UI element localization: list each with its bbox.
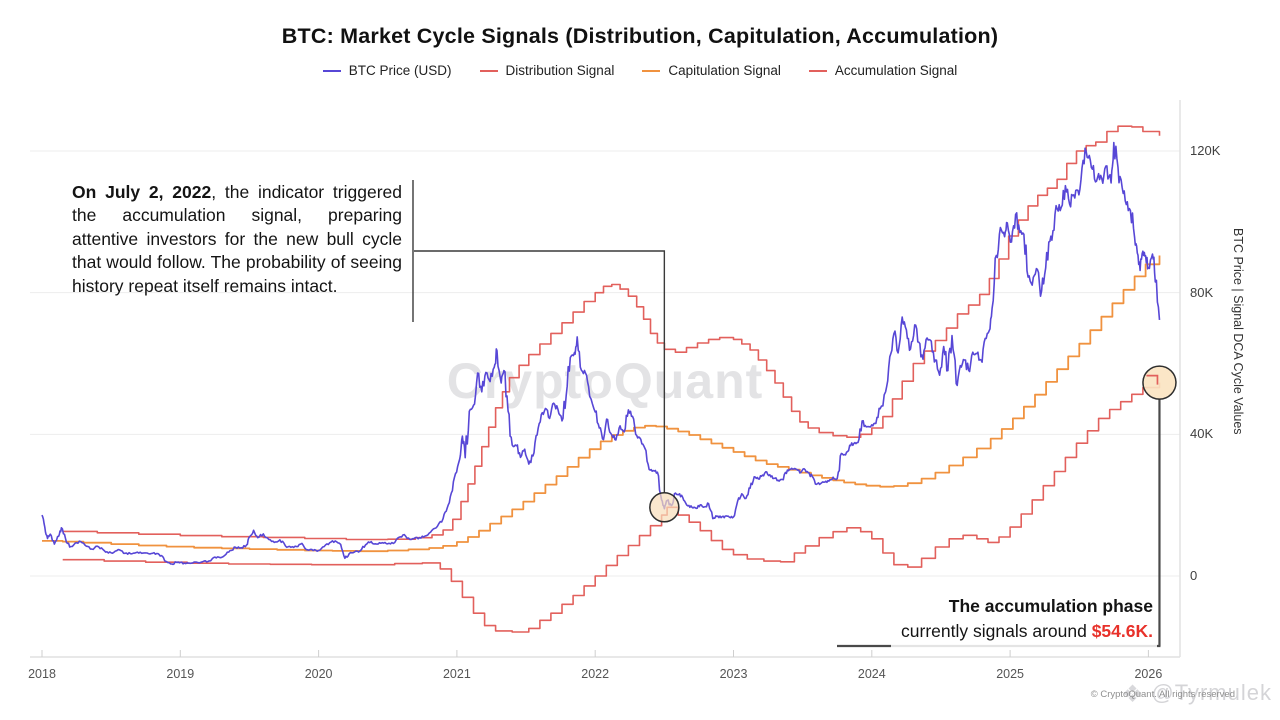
- distribution-signal-line: [62, 125, 1161, 541]
- annotation-jul-2022: On July 2, 2022, the indicator triggered…: [72, 181, 402, 298]
- cryptoquant-watermark: CryptoQuant: [447, 353, 764, 409]
- legend-swatch-capitulation: [642, 69, 661, 72]
- page-title: BTC: Market Cycle Signals (Distribution,…: [281, 24, 999, 48]
- annotation-current-signal: The accumulation phase currently signals…: [891, 592, 1157, 648]
- annotation-current-line2: currently signals around: [901, 621, 1092, 641]
- y-tick-0: 0: [1190, 568, 1198, 583]
- accumulation-signal-line: [62, 382, 1161, 633]
- legend-label-distribution: Distribution Signal: [505, 63, 615, 78]
- copyright-text: © CryptoQuant. All rights reserved: [1090, 689, 1235, 700]
- author-handle: @Tyrmulek: [1151, 680, 1272, 705]
- y-tick-120k: 120K: [1190, 142, 1221, 158]
- cryptoquant-logo-icon: ❖: [1121, 681, 1145, 708]
- legend-label-capitulation: Capitulation Signal: [668, 63, 781, 78]
- legend-label-accumulation: Accumulation Signal: [834, 63, 958, 78]
- x-tick-2018: 2018: [28, 667, 56, 681]
- x-tick-2023: 2023: [719, 667, 748, 681]
- callout-line-jul-2022: [414, 250, 666, 493]
- capitulation-signal-line: [42, 255, 1161, 553]
- annotation-lead: On July 2, 2022: [72, 182, 212, 202]
- legend-label-btc-price: BTC Price (USD): [348, 63, 452, 78]
- legend-swatch-distribution: [479, 69, 498, 72]
- x-tick-2024: 2024: [857, 667, 886, 681]
- chart-legend: BTC Price (USD) Distribution Signal Capi…: [0, 63, 1280, 78]
- y-axis-title: BTC Price | Signal DCA Cycle Values: [1231, 228, 1245, 435]
- x-axis-ticks: [41, 650, 1149, 657]
- y-tick-80k: 80K: [1190, 284, 1214, 300]
- legend-item-capitulation[interactable]: Capitulation Signal: [642, 63, 781, 78]
- x-tick-2025: 2025: [996, 667, 1024, 681]
- y-tick-40k: 40K: [1190, 426, 1214, 442]
- legend-swatch-btc-price: [322, 69, 341, 72]
- btc-price-line: [41, 141, 1161, 566]
- x-tick-2021: 2021: [442, 667, 471, 681]
- annotation-rest: , the indicator triggered the accumulati…: [72, 182, 402, 296]
- annotation-current-line1: The accumulation phase: [948, 596, 1153, 616]
- legend-item-distribution[interactable]: Distribution Signal: [479, 63, 615, 78]
- legend-swatch-accumulation: [808, 69, 827, 72]
- legend-item-accumulation[interactable]: Accumulation Signal: [808, 63, 958, 78]
- current-accumulation-step-tick: [1146, 374, 1159, 385]
- author-watermark: ❖ @Tyrmulek: [1122, 680, 1272, 709]
- x-tick-2026: 2026: [1134, 667, 1163, 681]
- accumulation-trigger-marker[interactable]: [649, 492, 680, 523]
- annotation-current-value: $54.6K.: [1091, 621, 1153, 641]
- x-tick-2019: 2019: [166, 667, 195, 681]
- current-accumulation-marker[interactable]: [1142, 365, 1177, 400]
- x-tick-2022: 2022: [581, 667, 610, 681]
- legend-item-btc-price[interactable]: BTC Price (USD): [322, 63, 452, 78]
- x-tick-2020: 2020: [304, 667, 333, 681]
